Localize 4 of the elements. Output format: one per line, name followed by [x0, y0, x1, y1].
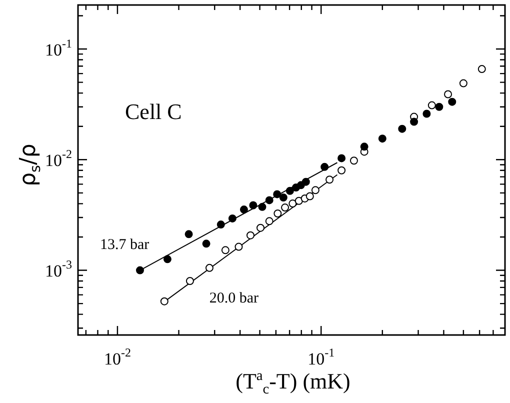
x-axis-title: (T$^{a}$$_{c}$-T) (mK): [234, 368, 352, 399]
series-label: 20.0 bar: [209, 290, 259, 306]
series-label: 13.7 bar: [100, 237, 150, 254]
annotation: Cell C: [125, 98, 182, 124]
